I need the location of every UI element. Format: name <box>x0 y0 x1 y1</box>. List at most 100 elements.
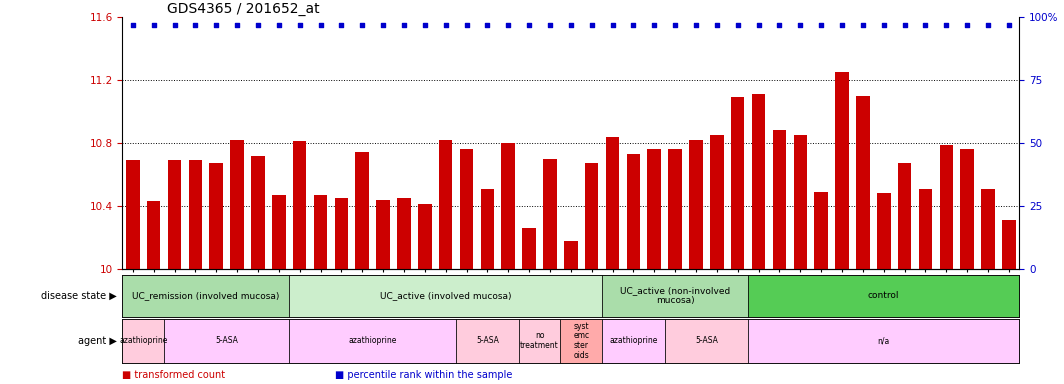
Bar <box>665 319 748 363</box>
Bar <box>289 275 602 317</box>
Bar <box>961 149 974 269</box>
Bar <box>814 192 828 269</box>
Point <box>876 22 893 28</box>
Bar <box>460 149 473 269</box>
Bar <box>397 198 411 269</box>
Bar <box>289 319 456 363</box>
Bar <box>501 143 515 269</box>
Point <box>333 22 350 28</box>
Text: 5-ASA: 5-ASA <box>215 336 238 345</box>
Point <box>479 22 496 28</box>
Bar <box>731 98 745 269</box>
Bar <box>877 193 891 269</box>
Bar <box>602 275 748 317</box>
Bar <box>122 275 289 317</box>
Text: GDS4365 / 201652_at: GDS4365 / 201652_at <box>167 2 320 16</box>
Bar <box>355 152 369 269</box>
Point <box>750 22 767 28</box>
Point <box>833 22 850 28</box>
Bar <box>898 164 912 269</box>
Point <box>625 22 642 28</box>
Point <box>292 22 309 28</box>
Point <box>771 22 788 28</box>
Text: agent ▶: agent ▶ <box>78 336 117 346</box>
Bar <box>940 145 953 269</box>
Text: azathioprine: azathioprine <box>610 336 658 345</box>
Text: azathioprine: azathioprine <box>119 336 167 345</box>
Point <box>792 22 809 28</box>
Bar <box>456 319 518 363</box>
Point <box>396 22 413 28</box>
Point <box>124 22 142 28</box>
Bar <box>794 135 808 269</box>
Bar <box>188 161 202 269</box>
Bar <box>835 72 849 269</box>
Bar <box>522 228 536 269</box>
Bar <box>602 319 665 363</box>
Point <box>937 22 954 28</box>
Point <box>1000 22 1017 28</box>
Point <box>166 22 183 28</box>
Text: disease state ▶: disease state ▶ <box>41 291 117 301</box>
Point <box>729 22 746 28</box>
Bar <box>334 198 348 269</box>
Point <box>562 22 579 28</box>
Bar <box>605 137 619 269</box>
Text: ■ transformed count: ■ transformed count <box>122 370 226 380</box>
Bar <box>857 96 869 269</box>
Bar <box>585 164 598 269</box>
Bar <box>544 159 556 269</box>
Text: UC_active (involved mucosa): UC_active (involved mucosa) <box>380 291 512 300</box>
Point <box>854 22 871 28</box>
Bar <box>752 94 765 269</box>
Bar <box>981 189 995 269</box>
Bar <box>748 319 1019 363</box>
Point <box>207 22 225 28</box>
Point <box>646 22 663 28</box>
Bar <box>147 201 161 269</box>
Text: ■ percentile rank within the sample: ■ percentile rank within the sample <box>335 370 513 380</box>
Bar <box>122 319 164 363</box>
Bar <box>710 135 724 269</box>
Point <box>917 22 934 28</box>
Bar <box>251 156 265 269</box>
Point <box>353 22 370 28</box>
Point <box>458 22 475 28</box>
Point <box>187 22 204 28</box>
Point <box>416 22 433 28</box>
Bar <box>481 189 494 269</box>
Point <box>500 22 517 28</box>
Point <box>709 22 726 28</box>
Bar <box>772 131 786 269</box>
Bar <box>627 154 641 269</box>
Point <box>813 22 830 28</box>
Bar <box>164 319 289 363</box>
Point <box>980 22 997 28</box>
Bar <box>272 195 285 269</box>
Point <box>542 22 559 28</box>
Point <box>583 22 600 28</box>
Point <box>437 22 454 28</box>
Text: n/a: n/a <box>878 336 890 345</box>
Bar <box>918 189 932 269</box>
Text: no
treatment: no treatment <box>520 331 559 350</box>
Bar <box>230 140 244 269</box>
Bar <box>418 204 432 269</box>
Bar <box>439 140 452 269</box>
Bar <box>314 195 328 269</box>
Bar <box>748 275 1019 317</box>
Point <box>145 22 162 28</box>
Text: UC_active (non-involved
mucosa): UC_active (non-involved mucosa) <box>620 286 730 305</box>
Bar <box>518 319 561 363</box>
Text: syst
emc
ster
oids: syst emc ster oids <box>573 322 589 360</box>
Bar <box>564 240 578 269</box>
Point <box>667 22 684 28</box>
Bar <box>668 149 682 269</box>
Text: UC_remission (involved mucosa): UC_remission (involved mucosa) <box>132 291 280 300</box>
Bar <box>126 161 139 269</box>
Bar <box>293 141 306 269</box>
Point <box>687 22 704 28</box>
Text: azathioprine: azathioprine <box>349 336 397 345</box>
Text: 5-ASA: 5-ASA <box>476 336 499 345</box>
Point <box>959 22 976 28</box>
